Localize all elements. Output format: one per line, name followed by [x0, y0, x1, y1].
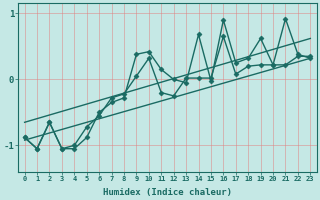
X-axis label: Humidex (Indice chaleur): Humidex (Indice chaleur) [103, 188, 232, 197]
